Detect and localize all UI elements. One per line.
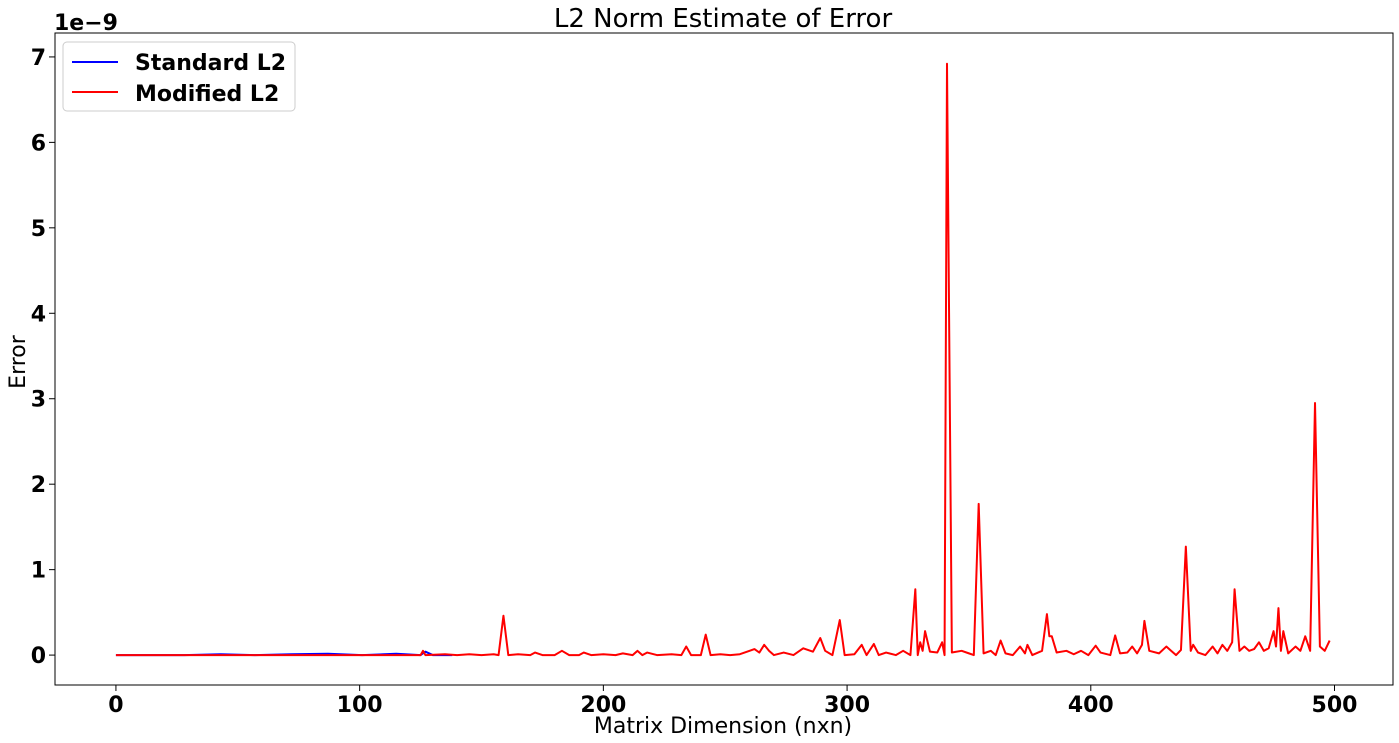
axes-frame (54, 32, 1394, 686)
y-tick-label: 7 (31, 46, 46, 71)
legend: Standard L2 Modified L2 (62, 41, 296, 112)
legend-box (62, 41, 296, 112)
x-tick-label: 300 (824, 693, 870, 718)
y-offset-label: 1e−9 (54, 11, 118, 36)
legend-label-modified-l2: Modified L2 (135, 82, 279, 107)
x-tick-label: 400 (1068, 693, 1114, 718)
x-tick-label: 200 (580, 693, 626, 718)
plot-area: 0 100 200 300 400 500 0 1 2 3 4 5 6 7 (31, 32, 1394, 718)
y-tick-label: 1 (31, 559, 46, 584)
chart-title: L2 Norm Estimate of Error (554, 4, 893, 34)
y-tick-label: 4 (31, 302, 46, 327)
x-tick-label: 100 (337, 693, 383, 718)
y-axis-title: Error (6, 334, 31, 389)
x-tick-label: 500 (1312, 693, 1358, 718)
y-tick-label: 0 (31, 644, 46, 669)
series-line-modified-l2 (115, 62, 1331, 657)
y-tick-label: 6 (31, 131, 46, 156)
legend-label-standard-l2: Standard L2 (135, 51, 286, 76)
y-tick-label: 3 (31, 388, 46, 413)
y-tick-label: 5 (31, 217, 46, 242)
x-axis-title: Matrix Dimension (nxn) (594, 714, 852, 739)
y-tick-label: 2 (31, 473, 46, 498)
x-tick-label: 0 (108, 693, 123, 718)
